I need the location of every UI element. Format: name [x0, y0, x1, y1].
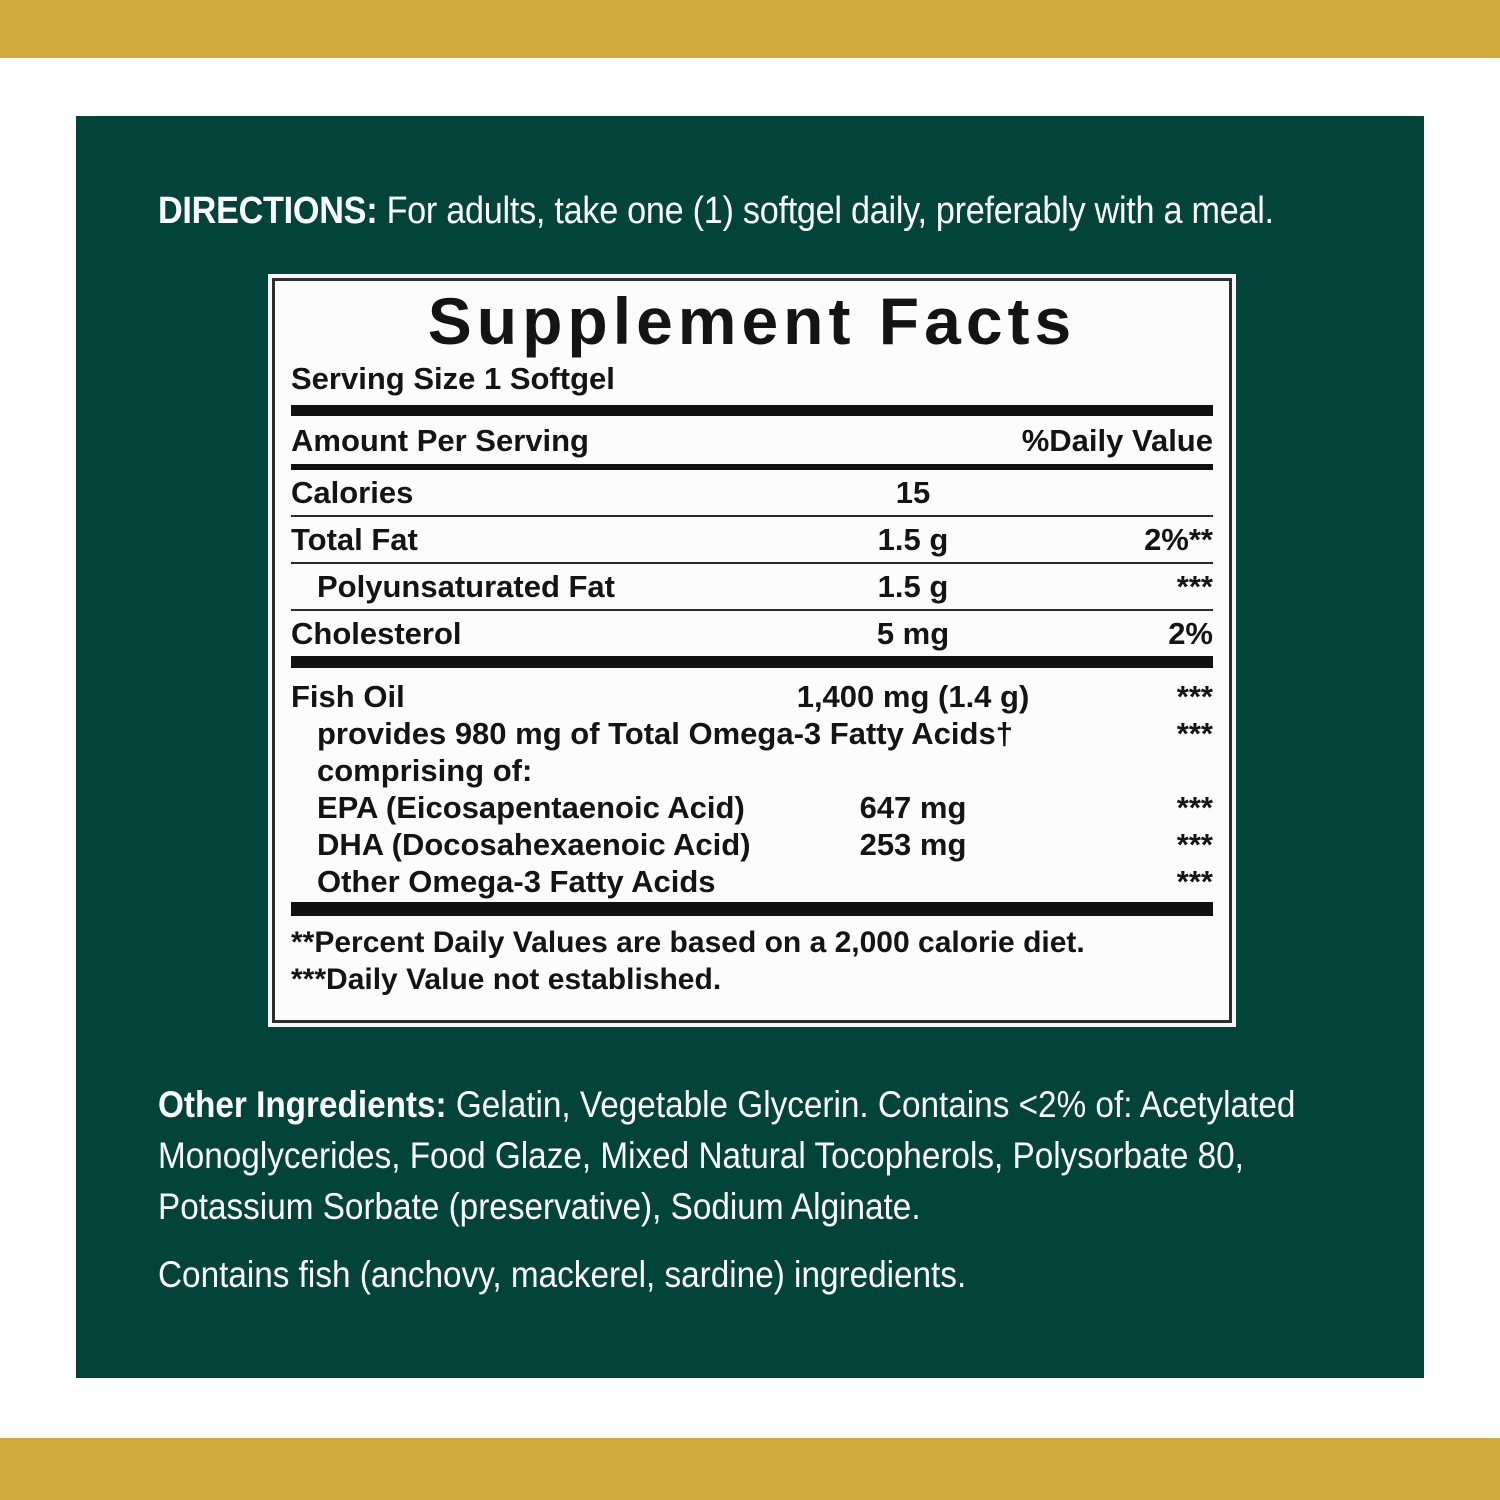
directions-label: DIRECTIONS:: [158, 190, 378, 232]
row-name: Other Omega-3 Fatty Acids: [317, 864, 716, 899]
top-gold-band: [0, 0, 1500, 58]
fact-row-epa: EPA (Eicosapentaenoic Acid) 647 mg ***: [291, 789, 1213, 826]
allergen-statement: Contains fish (anchovy, mackerel, sardin…: [158, 1254, 967, 1295]
other-ingredients-line3: Potassium Sorbate (preservative), Sodium…: [158, 1186, 921, 1227]
fact-row-dha: DHA (Docosahexaenoic Acid) 253 mg ***: [291, 826, 1213, 863]
amount-per-serving-header: Amount Per Serving: [291, 423, 589, 458]
fact-row-other-omega3: Other Omega-3 Fatty Acids ***: [291, 863, 1213, 900]
daily-value-header: %Daily Value: [1021, 423, 1213, 458]
facts-header-row: Amount Per Serving %Daily Value: [291, 416, 1213, 464]
supplement-facts-box: Supplement Facts Serving Size 1 Softgel …: [272, 278, 1232, 1023]
supplement-facts-title: Supplement Facts: [427, 284, 1077, 358]
other-ingredients-line1: Other Ingredients: Gelatin, Vegetable Gl…: [158, 1079, 1295, 1130]
row-dv: ***: [1176, 569, 1213, 604]
directions-line: DIRECTIONS: For adults, take one (1) sof…: [158, 190, 1274, 233]
label-green-panel: DIRECTIONS: For adults, take one (1) sof…: [76, 116, 1424, 1378]
fact-row-fish-oil: Fish Oil 1,400 mg (1.4 g) ***: [291, 678, 1213, 715]
directions-text: For adults, take one (1) softgel daily, …: [377, 190, 1274, 232]
footnote-not-established: ***Daily Value not established.: [291, 963, 722, 996]
fact-row-omega3-total: provides 980 mg of Total Omega-3 Fatty A…: [291, 715, 1213, 752]
other-ingredients-label: Other Ingredients:: [158, 1084, 447, 1125]
facts-footnotes: **Percent Daily Values are based on a 2,…: [291, 924, 1213, 998]
row-amount: 253 mg: [859, 827, 967, 862]
serving-size: Serving Size 1 Softgel: [291, 361, 615, 396]
row-amount: 1.5 g: [877, 522, 949, 557]
row-dv: 2%**: [1144, 522, 1213, 557]
row-amount: 5 mg: [876, 616, 950, 651]
row-name: Calories: [291, 475, 414, 510]
other-ingredients-paragraph: Other Ingredients: Gelatin, Vegetable Gl…: [158, 1079, 1295, 1232]
fact-row-total-fat: Total Fat 1.5 g 2%**: [291, 517, 1213, 562]
row-dv: ***: [1176, 716, 1213, 751]
row-name: provides 980 mg of Total Omega-3 Fatty A…: [317, 716, 1013, 751]
row-name: comprising of:: [317, 753, 533, 788]
fact-row-polyunsaturated-fat: Polyunsaturated Fat 1.5 g ***: [291, 564, 1213, 609]
row-amount: 647 mg: [859, 790, 967, 825]
row-name: Cholesterol: [291, 616, 462, 651]
row-dv: ***: [1176, 827, 1213, 862]
fact-row-comprising: comprising of:: [291, 752, 1213, 789]
thick-rule: [291, 656, 1213, 668]
row-name: Total Fat: [291, 522, 418, 557]
fact-row-calories: Calories 15: [291, 470, 1213, 515]
thick-rule: [291, 405, 1213, 416]
bottom-gold-band: [0, 1438, 1500, 1500]
row-amount: 15: [895, 475, 931, 510]
row-name: Fish Oil: [291, 679, 405, 714]
hairline-rule: [291, 609, 1213, 611]
medium-rule: [291, 464, 1213, 470]
other-ingredients-line1-rest: Gelatin, Vegetable Glycerin. Contains <2…: [446, 1084, 1296, 1125]
row-dv: 2%: [1168, 616, 1213, 651]
row-dv: ***: [1176, 790, 1213, 825]
row-dv: ***: [1176, 864, 1213, 899]
row-name: DHA (Docosahexaenoic Acid): [317, 827, 751, 862]
footnote-daily-values: **Percent Daily Values are based on a 2,…: [291, 926, 1085, 959]
row-amount: 1,400 mg (1.4 g): [796, 679, 1030, 714]
row-amount: 1.5 g: [877, 569, 949, 604]
row-name: Polyunsaturated Fat: [317, 569, 615, 604]
hairline-rule: [291, 515, 1213, 517]
thick-rule: [291, 902, 1213, 916]
other-ingredients-line2: Monoglycerides, Food Glaze, Mixed Natura…: [158, 1135, 1244, 1176]
fact-row-cholesterol: Cholesterol 5 mg 2%: [291, 611, 1213, 656]
row-dv: ***: [1176, 679, 1213, 714]
hairline-rule: [291, 562, 1213, 564]
row-name: EPA (Eicosapentaenoic Acid): [317, 790, 745, 825]
